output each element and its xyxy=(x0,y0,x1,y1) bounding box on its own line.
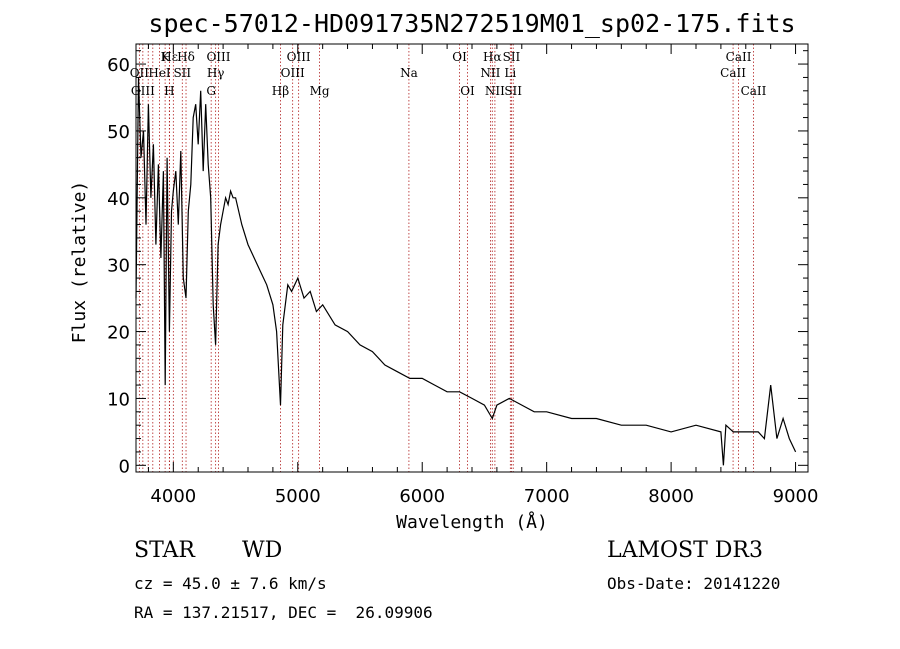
line-label-2-3: Hγ xyxy=(207,66,225,80)
y-tick-label: 40 xyxy=(107,189,130,210)
line-label-1-3: OIII xyxy=(206,50,230,64)
x-axis-label: Wavelength (Å) xyxy=(396,511,548,533)
line-label-2-6: NII xyxy=(480,66,500,80)
observation-date: Obs-Date: 20141220 xyxy=(607,574,781,593)
coordinates: RA = 137.21517, DEC = 26.09906 xyxy=(134,603,433,622)
y-tick-label: 50 xyxy=(107,122,130,143)
line-label-3-2: G xyxy=(206,84,216,98)
spectrum-line xyxy=(135,77,797,466)
line-label-2-0: OII xyxy=(130,66,150,80)
y-axis-label: Flux (relative) xyxy=(69,181,90,344)
line-label-3-7: SII xyxy=(504,84,522,98)
line-label-1-8: CaII xyxy=(726,50,752,64)
x-tick-label: 8000 xyxy=(648,486,694,507)
x-tick-label: 4000 xyxy=(150,486,196,507)
x-tick-label: 7000 xyxy=(524,486,570,507)
line-label-3-8: CaII xyxy=(741,84,767,98)
x-axis-ticks: 4000 5000 6000 7000 8000 9000 xyxy=(147,44,819,507)
line-label-2-5: Na xyxy=(400,66,418,80)
line-label-2-2: SII xyxy=(173,66,191,80)
chart-title: spec-57012-HD091735N272519M01_sp02-175.f… xyxy=(148,9,795,38)
line-label-1-6: Hα xyxy=(483,50,502,64)
x-tick-label: 5000 xyxy=(275,486,321,507)
x-tick-label: 6000 xyxy=(399,486,445,507)
line-label-3-0: OIII xyxy=(131,84,155,98)
y-tick-label: 30 xyxy=(107,256,130,277)
redshift-value: cz = 45.0 ± 7.6 km/s xyxy=(134,574,327,593)
y-tick-label: 20 xyxy=(107,323,130,344)
object-subclass: WD xyxy=(242,538,283,563)
line-label-3-5: OI xyxy=(460,84,475,98)
survey-name: LAMOST DR3 xyxy=(607,538,763,563)
line-label-2-4: OIII xyxy=(281,66,305,80)
y-tick-label: 60 xyxy=(107,55,130,76)
x-tick-label: 9000 xyxy=(773,486,819,507)
line-label-3-1: H xyxy=(164,84,174,98)
line-label-2-1: HeI xyxy=(148,66,171,80)
y-axis-ticks: 0 10 20 30 40 50 60 xyxy=(107,50,808,477)
line-label-1-5: OI xyxy=(452,50,467,64)
line-label-2-8: CaII xyxy=(720,66,746,80)
line-label-3-6: NII xyxy=(485,84,505,98)
y-tick-label: 10 xyxy=(107,389,130,410)
object-class: STAR xyxy=(134,538,195,563)
line-label-1-7: SII xyxy=(503,50,521,64)
plot-frame xyxy=(135,43,809,473)
y-tick-label: 0 xyxy=(119,456,130,477)
line-label-1-4: OIII xyxy=(287,50,311,64)
line-label-3-4: Mg xyxy=(310,84,330,98)
line-label-3-3: Hβ xyxy=(272,84,289,98)
emission-line-markers xyxy=(138,44,754,472)
line-label-1-2: Hδ xyxy=(177,50,195,64)
line-label-1-1: K xyxy=(161,50,171,64)
line-label-2-7: Li xyxy=(504,66,516,80)
